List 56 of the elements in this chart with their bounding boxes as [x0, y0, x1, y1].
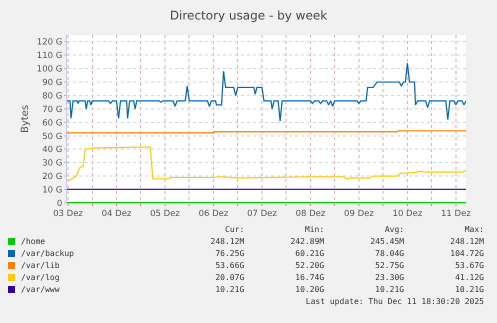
y-tick-label: 100 G: [36, 64, 62, 75]
y-tick-label: 60 G: [42, 118, 62, 128]
text: 10.21G: [214, 284, 244, 296]
y-tick-label: 80 G: [42, 91, 62, 102]
text: Min:: [304, 224, 324, 236]
legend-label: /var/lib: [20, 260, 61, 272]
text: 78.04G: [374, 248, 404, 260]
x-tick-label: 04 Dez: [102, 209, 132, 220]
text: Avg:: [384, 224, 404, 236]
text: Max:: [464, 224, 484, 236]
text: 10.20G: [294, 284, 324, 296]
y-tick-label: 120 G: [36, 38, 62, 48]
x-tick-label: 08 Dez: [296, 209, 326, 220]
text: 10.21G: [454, 284, 484, 296]
y-tick-label: 30 G: [42, 158, 62, 169]
x-tick-label: 10 Dez: [392, 209, 423, 220]
text: 16.74G: [294, 272, 324, 284]
text: 52.20G: [294, 260, 324, 272]
x-tick-label: 06 Dez: [198, 209, 229, 220]
text: 23.30G: [374, 272, 404, 284]
x-tick-label: 09 Dez: [344, 209, 374, 220]
y-tick-label: 40 G: [42, 145, 62, 156]
text: 53.67G: [454, 260, 484, 272]
y-tick-label: 110 G: [36, 51, 62, 62]
text: 242.89M: [289, 236, 324, 248]
legend-label: /var/backup: [20, 248, 75, 260]
text: 53.66G: [214, 260, 244, 272]
text: 52.75G: [374, 260, 404, 272]
text: 20.07G: [214, 272, 244, 284]
y-tick-label: 10 G: [42, 186, 62, 196]
text: 104.72G: [449, 248, 484, 260]
x-tick-label: 05 Dez: [150, 209, 180, 220]
y-tick-label: 50 G: [42, 132, 62, 142]
x-tick-label: 11 Dez: [441, 209, 472, 220]
line-series: [67, 146, 466, 181]
text: Cur:: [224, 224, 244, 236]
text: 245.45M: [369, 236, 404, 248]
text: 10.21G: [374, 284, 404, 296]
text: 41.12G: [454, 272, 484, 284]
legend-label: /var/log: [20, 272, 61, 284]
line-series: [67, 62, 466, 122]
y-tick-label: 20 G: [42, 172, 62, 182]
x-tick-label: 07 Dez: [247, 209, 278, 220]
y-tick-label: 70 G: [42, 104, 62, 115]
text: 248.12M: [449, 236, 484, 248]
y-axis-title: Bytes: [20, 104, 31, 134]
text: Last update: Thu Dec 11 18:30:20 2025: [304, 296, 484, 308]
chart-title: Directory usage - by week: [170, 8, 328, 22]
legend-label: /var/www: [20, 284, 61, 296]
text: 76.25G: [214, 248, 244, 260]
y-tick-label: 90 G: [42, 78, 62, 88]
text: 60.21G: [294, 248, 324, 260]
legend-label: /home: [20, 236, 46, 248]
text: 248.12M: [210, 236, 244, 248]
y-tick-label: 0: [56, 198, 62, 209]
x-tick-label: 03 Dez: [53, 209, 84, 220]
